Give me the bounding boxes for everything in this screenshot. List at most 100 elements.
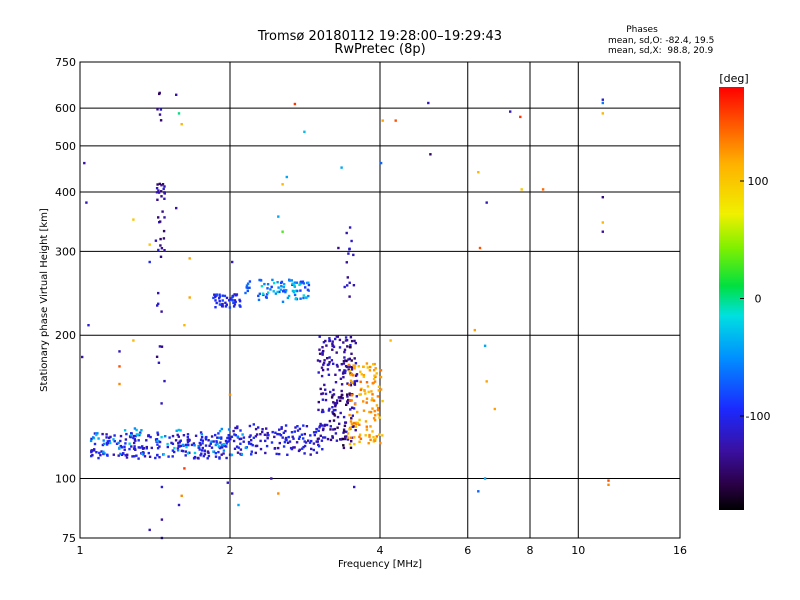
data-point	[307, 439, 310, 442]
data-point	[601, 196, 604, 199]
data-point	[277, 492, 280, 495]
data-point	[232, 301, 235, 305]
data-point	[281, 300, 285, 303]
data-point	[132, 447, 136, 450]
data-point	[164, 435, 167, 438]
data-point	[217, 450, 220, 454]
data-point	[328, 356, 331, 359]
data-point	[332, 362, 335, 365]
data-point	[374, 367, 377, 370]
data-point	[295, 281, 299, 284]
data-point	[119, 434, 123, 438]
data-point	[265, 293, 269, 296]
data-point	[171, 434, 175, 438]
data-point	[233, 447, 237, 450]
data-point	[218, 436, 221, 439]
data-point	[198, 448, 201, 451]
data-point	[318, 335, 321, 338]
data-point	[338, 396, 341, 399]
data-point	[285, 175, 288, 179]
data-point	[317, 429, 320, 432]
data-point	[214, 443, 217, 447]
data-point	[108, 439, 111, 443]
data-point	[352, 425, 355, 428]
data-point	[359, 370, 362, 373]
data-point	[332, 393, 336, 396]
data-point	[373, 409, 376, 413]
data-point	[148, 528, 151, 532]
data-point	[351, 381, 354, 384]
data-point	[162, 237, 166, 240]
data-point	[162, 453, 165, 456]
data-point	[93, 449, 96, 452]
data-point	[158, 113, 162, 116]
data-point	[220, 453, 223, 456]
data-point	[245, 284, 249, 287]
data-point	[329, 425, 332, 428]
data-point	[179, 444, 183, 448]
chart-title: Tromsø 20180112 19:28:00–19:29:43	[257, 29, 502, 44]
data-point	[377, 406, 380, 410]
data-point	[163, 197, 166, 200]
data-point	[286, 441, 290, 444]
data-point	[325, 423, 329, 427]
data-point	[328, 419, 332, 423]
data-point	[176, 447, 180, 450]
colorbar-tick-label: 0	[755, 293, 762, 306]
data-point	[175, 206, 178, 210]
data-point	[320, 410, 324, 414]
data-point	[229, 437, 232, 441]
data-point	[175, 429, 178, 432]
data-point	[95, 433, 98, 437]
x-tick-label: 10	[571, 544, 585, 557]
data-point	[371, 393, 374, 396]
data-point	[203, 453, 207, 456]
data-point	[244, 291, 247, 295]
data-point	[389, 339, 392, 342]
data-point	[280, 280, 284, 284]
data-point	[316, 440, 319, 443]
data-point	[129, 434, 133, 437]
data-point	[346, 395, 349, 398]
data-point	[200, 433, 203, 436]
data-point	[331, 411, 334, 414]
data-point	[362, 375, 365, 378]
data-point	[379, 441, 382, 445]
data-point	[368, 433, 371, 437]
data-point	[364, 434, 367, 437]
data-point	[296, 425, 299, 428]
data-point	[299, 297, 302, 300]
data-point	[317, 445, 321, 448]
data-point	[348, 428, 351, 431]
data-point	[225, 303, 228, 306]
data-point	[252, 423, 255, 426]
data-point	[279, 434, 283, 437]
data-point	[222, 443, 225, 446]
data-point	[240, 452, 244, 456]
data-point	[163, 216, 166, 219]
data-point	[347, 368, 350, 371]
data-point	[156, 453, 159, 457]
data-point	[250, 450, 253, 453]
data-point	[377, 385, 381, 388]
data-point	[218, 295, 221, 298]
data-point	[276, 290, 279, 294]
data-point	[226, 481, 229, 484]
data-point	[182, 434, 186, 437]
data-point	[374, 414, 377, 417]
data-point	[308, 441, 312, 444]
data-point	[181, 449, 185, 453]
data-point	[136, 433, 139, 437]
data-point	[341, 372, 345, 375]
data-point	[381, 434, 384, 437]
data-point	[222, 449, 226, 452]
data-point	[214, 295, 217, 299]
data-point	[156, 439, 159, 443]
data-point	[346, 382, 349, 385]
data-point	[345, 359, 348, 363]
data-point	[157, 361, 161, 364]
data-point	[156, 183, 159, 186]
data-point	[365, 381, 369, 384]
data-point	[138, 432, 141, 436]
data-point	[199, 454, 202, 457]
